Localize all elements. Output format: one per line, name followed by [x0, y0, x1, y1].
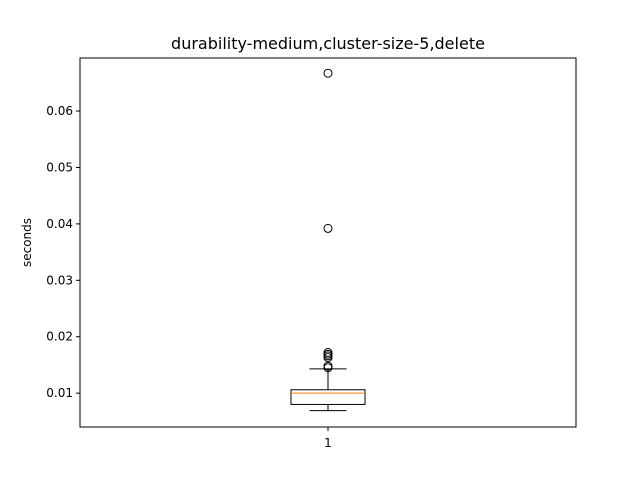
- iqr-box: [290, 389, 366, 405]
- y-tick-label: 0.06: [46, 104, 73, 118]
- y-axis-label: seconds: [20, 218, 34, 267]
- chart-title: durability-medium,cluster-size-5,delete: [171, 34, 485, 53]
- x-tick-label: 1: [324, 436, 332, 450]
- x-axis: 1: [324, 427, 332, 450]
- outlier-point: [323, 68, 333, 78]
- y-tick-label: 0.05: [46, 160, 73, 174]
- y-tick-label: 0.02: [46, 330, 73, 344]
- y-axis: 0.01 0.02 0.03 0.04 0.05 0.06: [46, 104, 80, 400]
- y-tick-label: 0.03: [46, 273, 73, 287]
- y-tick-label: 0.04: [46, 217, 73, 231]
- box-group: [290, 68, 366, 412]
- outlier-point: [323, 348, 333, 358]
- outlier-point: [323, 223, 333, 233]
- y-tick-label: 0.01: [46, 386, 73, 400]
